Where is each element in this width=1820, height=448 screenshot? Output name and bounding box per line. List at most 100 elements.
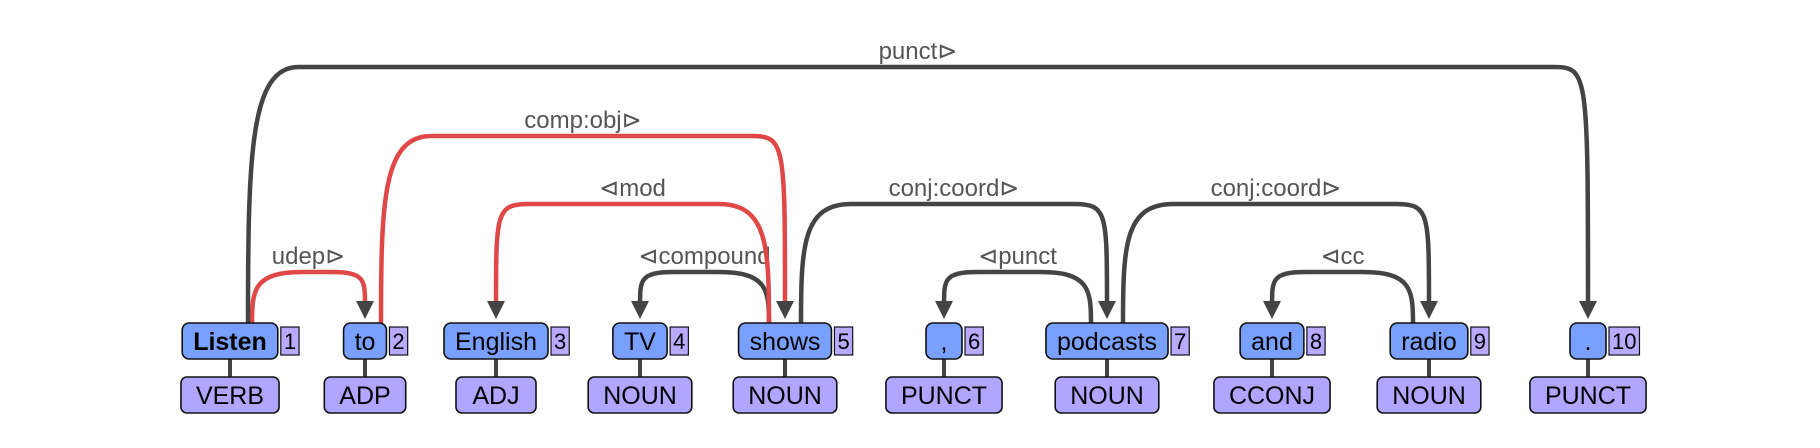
pos-tag-box <box>323 376 407 414</box>
token-7: NOUN podcasts 7 <box>1045 322 1190 414</box>
token-index-box <box>1470 326 1490 356</box>
arc-arrowhead <box>356 301 374 319</box>
arc-relation-label: comp:obj⊳ <box>524 107 642 134</box>
token-1: VERB Listen 1 <box>180 322 300 414</box>
token-row: VERB Listen 1 ADP to 2 ADJ English 3 NOUN TV 4 NOUN s… <box>180 322 1647 414</box>
arc-line <box>798 201 1110 326</box>
token-4: NOUN TV 4 <box>587 322 693 414</box>
pos-tag-box <box>587 376 693 414</box>
pos-tag-box <box>1529 376 1647 414</box>
pos-tag-label: ADP <box>339 382 390 410</box>
arc-arrowhead <box>1420 301 1438 319</box>
pos-tag-label: NOUN <box>1392 382 1466 410</box>
arc-line <box>1269 269 1416 326</box>
token-index-box <box>280 326 300 356</box>
arc-arrowhead <box>1579 301 1597 319</box>
dependency-arc: ⊲punct <box>935 243 1094 326</box>
arc-line <box>249 269 368 326</box>
word-label: podcasts <box>1057 328 1157 356</box>
root-word-box[interactable] <box>181 322 279 360</box>
token-index-box <box>1170 326 1190 356</box>
token-8: CCONJ and 8 <box>1213 322 1331 414</box>
arc-line <box>493 201 772 326</box>
word-label: shows <box>750 328 821 356</box>
arc-arrowhead <box>776 301 794 319</box>
arc-line <box>637 269 772 326</box>
word-label: English <box>455 328 537 356</box>
pos-tag-label: ADJ <box>472 382 519 410</box>
pos-tag-label: NOUN <box>1070 382 1144 410</box>
word-box[interactable] <box>1389 322 1469 360</box>
dependency-arc: ⊲cc <box>1263 243 1416 326</box>
pos-tag-label: CCONJ <box>1229 382 1315 410</box>
arc-arrowhead <box>487 301 505 319</box>
word-box[interactable] <box>612 322 668 360</box>
token-index-label: 8 <box>1310 329 1322 354</box>
word-box[interactable] <box>1045 322 1169 360</box>
token-index-box <box>1306 326 1326 356</box>
arc-line <box>378 133 788 326</box>
token-index-box <box>964 326 984 356</box>
pos-tag-label: NOUN <box>603 382 677 410</box>
pos-tag-box <box>1054 376 1160 414</box>
dependency-arc: ⊲compound <box>631 243 772 326</box>
pos-tag-label: VERB <box>196 382 264 410</box>
token-index-label: 7 <box>1174 329 1186 354</box>
arc-relation-label: ⊲punct <box>978 243 1057 270</box>
arc-relation-label: ⊲mod <box>599 175 666 202</box>
arc-relation-label: ⊲compound <box>638 243 770 270</box>
word-box[interactable] <box>1239 322 1305 360</box>
token-index-label: 9 <box>1474 329 1486 354</box>
word-box[interactable] <box>737 322 833 360</box>
arc-arrowhead <box>935 301 953 319</box>
token-2: ADP to 2 <box>323 322 409 414</box>
word-label: to <box>355 328 376 356</box>
pos-tag-box <box>1213 376 1331 414</box>
word-box[interactable] <box>443 322 549 360</box>
dependency-arc: conj:coord⊳ <box>1120 175 1438 326</box>
dependency-arcs: udep⊳ ⊲compound ⊲punct ⊲cc ⊲mod conj:coord⊳ co… <box>245 38 1597 326</box>
word-box[interactable] <box>1569 322 1607 360</box>
token-index-box <box>669 326 689 356</box>
dependency-arc: punct⊳ <box>245 38 1597 326</box>
pos-tag-box <box>885 376 1003 414</box>
word-box[interactable] <box>925 322 963 360</box>
arc-relation-label: punct⊳ <box>879 38 958 65</box>
pos-tag-label: PUNCT <box>1545 382 1631 410</box>
token-index-label: 10 <box>1612 329 1636 354</box>
arc-relation-label: udep⊳ <box>272 243 346 270</box>
token-6: PUNCT, 6 <box>885 322 1003 414</box>
dependency-arc: comp:obj⊳ <box>378 107 794 326</box>
token-10: PUNCT. 10 <box>1529 322 1647 414</box>
pos-tag-box <box>732 376 838 414</box>
word-label: radio <box>1401 328 1457 356</box>
arc-arrowhead <box>1098 301 1116 319</box>
pos-tag-label: PUNCT <box>901 382 987 410</box>
word-box[interactable] <box>342 322 388 360</box>
arc-line <box>245 64 1591 326</box>
word-label: and <box>1251 328 1293 356</box>
token-index-label: 1 <box>284 329 296 354</box>
arc-line <box>941 269 1094 326</box>
token-index-box <box>1608 326 1641 356</box>
token-3: ADJ English 3 <box>443 322 570 414</box>
token-index-label: 4 <box>673 329 685 354</box>
token-9: NOUN radio 9 <box>1376 322 1490 414</box>
pos-tag-box <box>455 376 537 414</box>
token-index-box <box>388 326 409 356</box>
arc-line <box>1120 201 1432 326</box>
token-index-label: 2 <box>392 329 404 354</box>
word-label: , <box>941 328 948 356</box>
token-5: NOUN shows 5 <box>732 322 854 414</box>
arc-relation-label: ⊲cc <box>1320 243 1364 270</box>
pos-tag-box <box>1376 376 1482 414</box>
token-index-box <box>550 326 570 356</box>
token-index-label: 3 <box>554 329 566 354</box>
arc-arrowhead <box>1263 301 1281 319</box>
pos-tag-label: NOUN <box>748 382 822 410</box>
arc-relation-label: conj:coord⊳ <box>1211 175 1342 202</box>
word-label: . <box>1585 328 1592 356</box>
dependency-arc: ⊲mod <box>487 175 772 326</box>
arc-relation-label: conj:coord⊳ <box>889 175 1020 202</box>
